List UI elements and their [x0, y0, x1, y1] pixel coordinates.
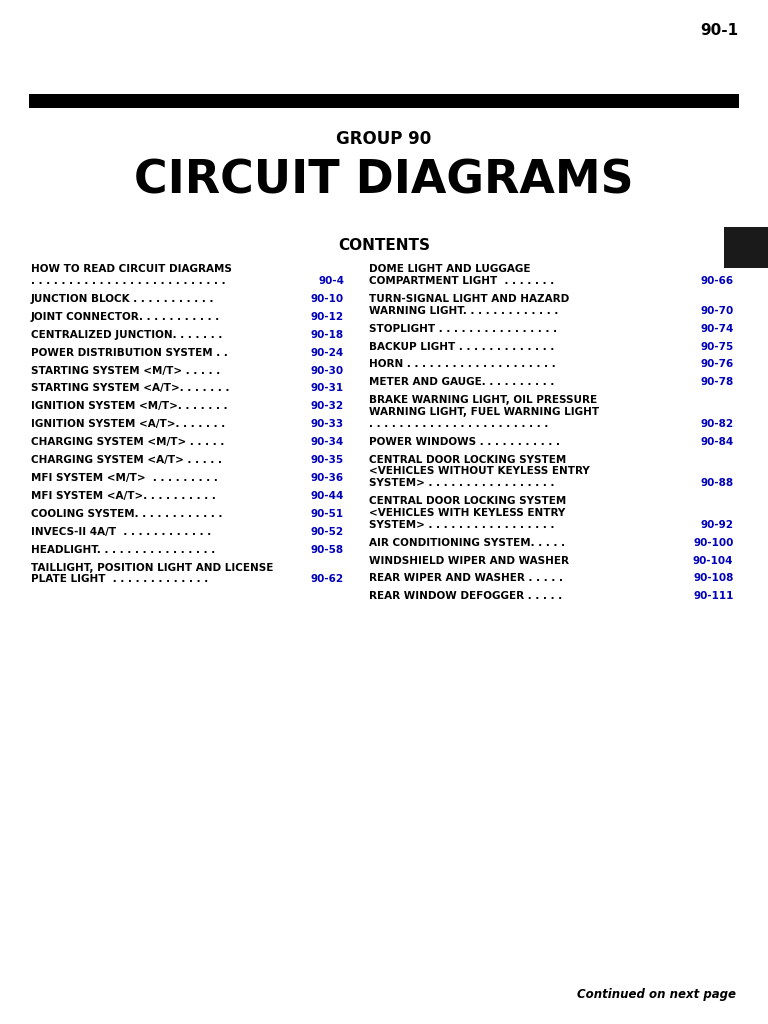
- Text: IGNITION SYSTEM <M/T>. . . . . . .: IGNITION SYSTEM <M/T>. . . . . . .: [31, 401, 227, 412]
- Text: METER AND GAUGE. . . . . . . . . .: METER AND GAUGE. . . . . . . . . .: [369, 377, 554, 387]
- Text: PLATE LIGHT  . . . . . . . . . . . . .: PLATE LIGHT . . . . . . . . . . . . .: [31, 574, 208, 585]
- Text: DOME LIGHT AND LUGGAGE: DOME LIGHT AND LUGGAGE: [369, 264, 530, 274]
- Text: WARNING LIGHT. . . . . . . . . . . . .: WARNING LIGHT. . . . . . . . . . . . .: [369, 305, 558, 315]
- Text: 90-31: 90-31: [311, 383, 344, 393]
- Text: CHARGING SYSTEM <M/T> . . . . .: CHARGING SYSTEM <M/T> . . . . .: [31, 437, 224, 447]
- Text: 90-4: 90-4: [318, 275, 344, 286]
- Text: SYSTEM> . . . . . . . . . . . . . . . . .: SYSTEM> . . . . . . . . . . . . . . . . …: [369, 519, 554, 529]
- Bar: [724, 227, 768, 268]
- Text: 90-100: 90-100: [693, 538, 733, 548]
- Text: WINDSHIELD WIPER AND WASHER: WINDSHIELD WIPER AND WASHER: [369, 555, 568, 565]
- Text: 90-74: 90-74: [700, 324, 733, 334]
- Text: REAR WINDOW DEFOGGER . . . . .: REAR WINDOW DEFOGGER . . . . .: [369, 591, 562, 601]
- Text: . . . . . . . . . . . . . . . . . . . . . . . .: . . . . . . . . . . . . . . . . . . . . …: [369, 419, 548, 429]
- Text: 90-66: 90-66: [700, 275, 733, 286]
- Text: . . . . . . . . . . . . . . . . . . . . . . . . . .: . . . . . . . . . . . . . . . . . . . . …: [31, 275, 225, 286]
- Text: BACKUP LIGHT . . . . . . . . . . . . .: BACKUP LIGHT . . . . . . . . . . . . .: [369, 342, 554, 351]
- Text: 90-52: 90-52: [311, 526, 344, 537]
- Text: 90-10: 90-10: [311, 294, 344, 304]
- Text: WARNING LIGHT, FUEL WARNING LIGHT: WARNING LIGHT, FUEL WARNING LIGHT: [369, 407, 599, 417]
- Text: 90-70: 90-70: [700, 305, 733, 315]
- Text: TAILLIGHT, POSITION LIGHT AND LICENSE: TAILLIGHT, POSITION LIGHT AND LICENSE: [31, 562, 273, 572]
- Text: 90-108: 90-108: [693, 573, 733, 584]
- Text: 90-1: 90-1: [700, 23, 739, 38]
- Text: MFI SYSTEM <M/T>  . . . . . . . . .: MFI SYSTEM <M/T> . . . . . . . . .: [31, 473, 217, 483]
- Text: 90-75: 90-75: [700, 342, 733, 351]
- Text: CHARGING SYSTEM <A/T> . . . . .: CHARGING SYSTEM <A/T> . . . . .: [31, 455, 222, 465]
- Text: CIRCUIT DIAGRAMS: CIRCUIT DIAGRAMS: [134, 159, 634, 204]
- Text: SYSTEM> . . . . . . . . . . . . . . . . .: SYSTEM> . . . . . . . . . . . . . . . . …: [369, 478, 554, 488]
- Text: COOLING SYSTEM. . . . . . . . . . . .: COOLING SYSTEM. . . . . . . . . . . .: [31, 509, 222, 519]
- Text: COMPARTMENT LIGHT  . . . . . . .: COMPARTMENT LIGHT . . . . . . .: [369, 275, 554, 286]
- Text: 90-82: 90-82: [700, 419, 733, 429]
- Text: 90-104: 90-104: [693, 555, 733, 565]
- Text: STARTING SYSTEM <A/T>. . . . . . .: STARTING SYSTEM <A/T>. . . . . . .: [31, 383, 229, 393]
- Text: 90-84: 90-84: [700, 436, 733, 446]
- Text: Continued on next page: Continued on next page: [577, 988, 736, 1001]
- Text: IGNITION SYSTEM <A/T>. . . . . . .: IGNITION SYSTEM <A/T>. . . . . . .: [31, 419, 225, 429]
- Text: 90-33: 90-33: [311, 419, 344, 429]
- Text: BRAKE WARNING LIGHT, OIL PRESSURE: BRAKE WARNING LIGHT, OIL PRESSURE: [369, 395, 597, 406]
- Text: INVECS-II 4A/T  . . . . . . . . . . . .: INVECS-II 4A/T . . . . . . . . . . . .: [31, 526, 211, 537]
- Bar: [29, 94, 739, 108]
- Text: POWER WINDOWS . . . . . . . . . . .: POWER WINDOWS . . . . . . . . . . .: [369, 436, 560, 446]
- Text: 90-18: 90-18: [311, 330, 344, 340]
- Text: HOW TO READ CIRCUIT DIAGRAMS: HOW TO READ CIRCUIT DIAGRAMS: [31, 264, 232, 274]
- Text: HEADLIGHT. . . . . . . . . . . . . . . .: HEADLIGHT. . . . . . . . . . . . . . . .: [31, 545, 215, 555]
- Text: TURN-SIGNAL LIGHT AND HAZARD: TURN-SIGNAL LIGHT AND HAZARD: [369, 294, 569, 304]
- Text: MFI SYSTEM <A/T>. . . . . . . . . .: MFI SYSTEM <A/T>. . . . . . . . . .: [31, 490, 216, 501]
- Text: 90-62: 90-62: [311, 574, 344, 585]
- Text: 90-111: 90-111: [693, 591, 733, 601]
- Text: 90-35: 90-35: [311, 455, 344, 465]
- Text: 90-34: 90-34: [311, 437, 344, 447]
- Text: JOINT CONNECTOR. . . . . . . . . . .: JOINT CONNECTOR. . . . . . . . . . .: [31, 311, 220, 322]
- Text: 90-88: 90-88: [700, 478, 733, 488]
- Text: 90-92: 90-92: [700, 519, 733, 529]
- Text: 90-78: 90-78: [700, 377, 733, 387]
- Text: <VEHICLES WITH KEYLESS ENTRY: <VEHICLES WITH KEYLESS ENTRY: [369, 508, 565, 518]
- Text: 90-24: 90-24: [311, 347, 344, 357]
- Text: CENTRALIZED JUNCTION. . . . . . .: CENTRALIZED JUNCTION. . . . . . .: [31, 330, 222, 340]
- Text: 90-76: 90-76: [700, 359, 733, 370]
- Text: AIR CONDITIONING SYSTEM. . . . .: AIR CONDITIONING SYSTEM. . . . .: [369, 538, 564, 548]
- Text: 90-12: 90-12: [311, 311, 344, 322]
- Text: 90-58: 90-58: [311, 545, 344, 555]
- Text: 90-30: 90-30: [311, 366, 344, 376]
- Text: CONTENTS: CONTENTS: [338, 238, 430, 253]
- Text: HORN . . . . . . . . . . . . . . . . . . . .: HORN . . . . . . . . . . . . . . . . . .…: [369, 359, 555, 370]
- Text: CENTRAL DOOR LOCKING SYSTEM: CENTRAL DOOR LOCKING SYSTEM: [369, 455, 566, 465]
- Text: REAR WIPER AND WASHER . . . . .: REAR WIPER AND WASHER . . . . .: [369, 573, 563, 584]
- Text: 90-32: 90-32: [311, 401, 344, 412]
- Text: POWER DISTRIBUTION SYSTEM . .: POWER DISTRIBUTION SYSTEM . .: [31, 347, 227, 357]
- Text: <VEHICLES WITHOUT KEYLESS ENTRY: <VEHICLES WITHOUT KEYLESS ENTRY: [369, 466, 589, 476]
- Text: CENTRAL DOOR LOCKING SYSTEM: CENTRAL DOOR LOCKING SYSTEM: [369, 496, 566, 506]
- Text: STARTING SYSTEM <M/T> . . . . .: STARTING SYSTEM <M/T> . . . . .: [31, 366, 220, 376]
- Text: STOPLIGHT . . . . . . . . . . . . . . . .: STOPLIGHT . . . . . . . . . . . . . . . …: [369, 324, 557, 334]
- Text: JUNCTION BLOCK . . . . . . . . . . .: JUNCTION BLOCK . . . . . . . . . . .: [31, 294, 214, 304]
- Text: GROUP 90: GROUP 90: [336, 130, 432, 148]
- Text: 90-36: 90-36: [311, 473, 344, 483]
- Text: 90-51: 90-51: [311, 509, 344, 519]
- Text: 90-44: 90-44: [311, 490, 344, 501]
